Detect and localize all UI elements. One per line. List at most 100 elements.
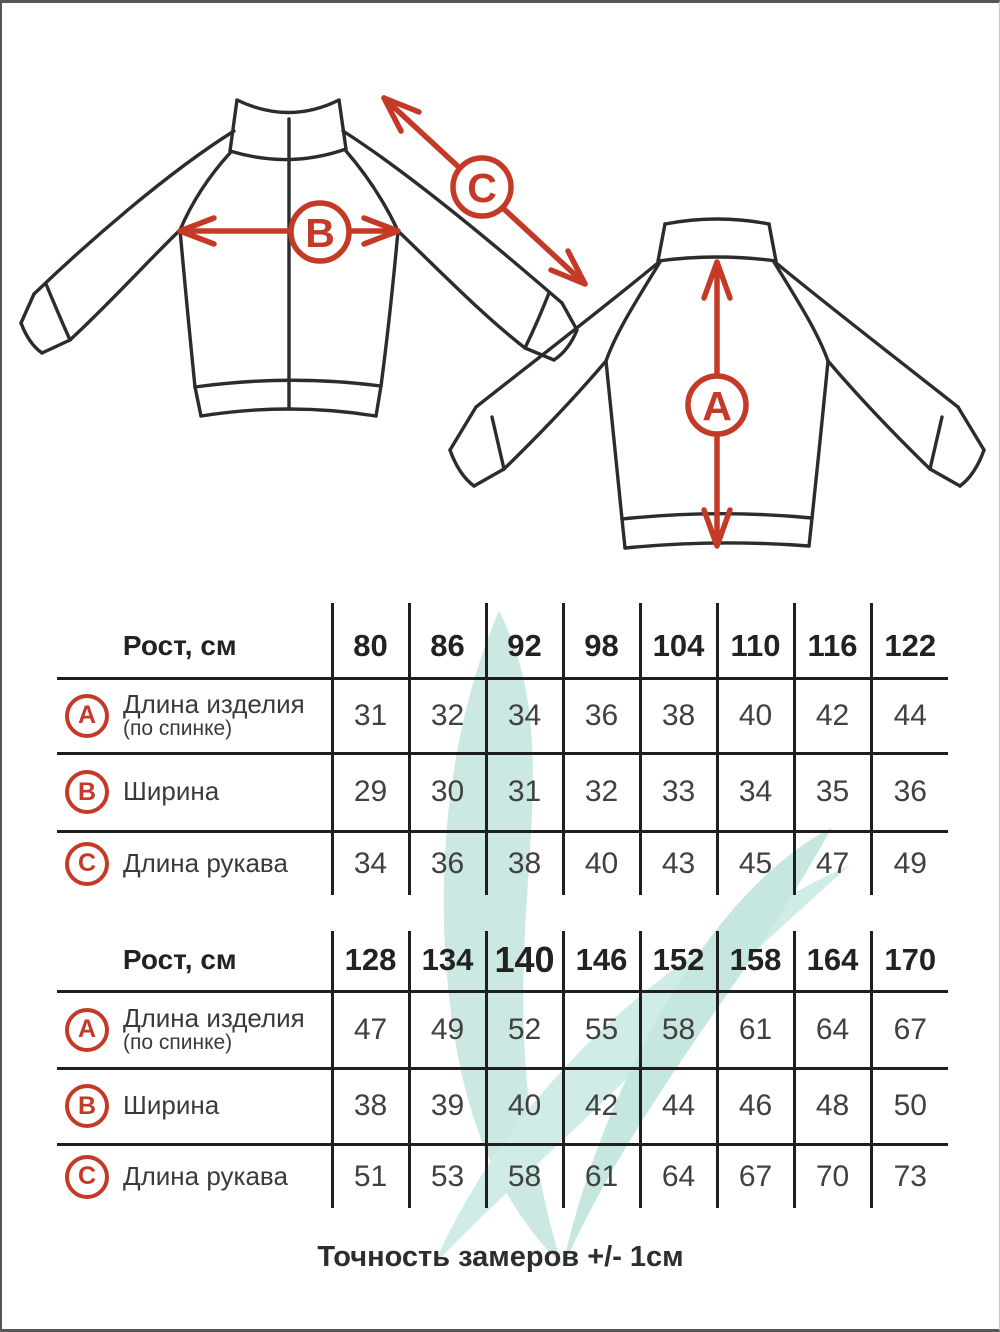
- front-cuff-left-bottom: [19, 321, 44, 355]
- back-cuff-right-bottom: [958, 448, 986, 488]
- front-raglan-left: [178, 151, 232, 232]
- size-value: 38: [330, 1066, 409, 1144]
- column-header: 122: [869, 603, 948, 678]
- column-header: 134: [407, 931, 486, 991]
- back-sleeve-left-under: [502, 359, 608, 471]
- size-value: 51: [330, 1142, 409, 1208]
- arrow-b-head-left: [177, 215, 217, 247]
- row-label-text: Длина рукава: [123, 1160, 288, 1191]
- size-table-second: Рост, см 128 134 140 146 152 158 164 170 A Длина и…: [57, 931, 948, 1208]
- front-cuff-right-end: [560, 301, 579, 332]
- row-label-text: Длина изделия: [123, 688, 305, 719]
- size-value: 70: [792, 1142, 871, 1208]
- row-label-text: Длина рукава: [123, 847, 288, 878]
- back-hem-left: [620, 517, 627, 550]
- size-value: 53: [407, 1142, 486, 1208]
- column-header: 158: [715, 931, 794, 991]
- size-value: 64: [638, 1142, 717, 1208]
- size-value: 46: [715, 1066, 794, 1144]
- back-cuff-right-end: [956, 405, 986, 452]
- back-collar-left: [656, 222, 667, 263]
- front-cuff-right-inner: [523, 346, 556, 362]
- back-cuff-left-end: [448, 405, 478, 452]
- size-value: 36: [561, 676, 640, 753]
- row-label-cell: B Ширина: [57, 751, 332, 831]
- front-cuff-left-end: [19, 292, 36, 325]
- jacket-diagram: B C A: [19, 95, 986, 550]
- size-value: 43: [638, 829, 717, 895]
- back-collar-bottom: [656, 255, 778, 263]
- size-value: 64: [792, 989, 871, 1068]
- front-body-left: [178, 228, 197, 389]
- size-value: 33: [638, 751, 717, 831]
- size-value: 35: [792, 751, 871, 831]
- measurement-note: Точность замеров +/- 1см: [317, 1241, 684, 1273]
- front-hem-left: [193, 385, 203, 418]
- front-hem-bottom: [199, 407, 378, 418]
- front-sleeve-left-under: [68, 228, 182, 342]
- column-header: 170: [869, 931, 948, 991]
- size-value: 40: [561, 829, 640, 895]
- size-value: 61: [715, 989, 794, 1068]
- front-hem-right: [374, 384, 383, 418]
- size-value: 58: [484, 1142, 563, 1208]
- size-value: 44: [869, 676, 948, 753]
- back-cuff-right-inner: [928, 467, 962, 488]
- size-value: 67: [869, 989, 948, 1068]
- column-header: 80: [330, 603, 409, 678]
- size-value: 40: [484, 1066, 563, 1144]
- size-value: 42: [792, 676, 871, 753]
- row-label: Длина изделия (по спинке): [123, 1004, 305, 1055]
- back-body-left: [604, 359, 624, 521]
- row-label-subtext: (по спинке): [123, 717, 233, 741]
- back-sleeve-right-under: [826, 359, 932, 471]
- column-header: 92: [484, 603, 563, 678]
- size-value: 49: [869, 829, 948, 895]
- back-cuff-left-inner: [472, 467, 506, 488]
- front-cuff-right-seam: [523, 291, 551, 350]
- column-header: 116: [792, 603, 871, 678]
- measure-label-b: B: [305, 210, 335, 256]
- row-label: Ширина: [123, 778, 219, 806]
- back-cuff-right-seam: [928, 415, 944, 471]
- table-row: B Ширина 38 39 40 42 44 46 48 50: [57, 1066, 948, 1144]
- size-value: 67: [715, 1142, 794, 1208]
- letter-badge: B: [65, 1084, 109, 1128]
- column-header: 104: [638, 603, 717, 678]
- size-value: 31: [330, 676, 409, 753]
- column-header: 98: [561, 603, 640, 678]
- arrow-c-head-bottom: [548, 248, 588, 287]
- front-sleeve-left-top: [32, 129, 236, 296]
- row-label-cell: C Длина рукава: [57, 1142, 332, 1208]
- front-body-right: [379, 229, 400, 388]
- height-header-label: Рост, см: [122, 944, 237, 976]
- letter-badge: C: [65, 1154, 109, 1199]
- size-value: 36: [869, 751, 948, 831]
- table-row: C Длина рукава 34 36 38 40 43 45 47 49: [57, 829, 948, 895]
- arrow-b-head-right: [361, 215, 401, 247]
- back-raglan-right: [772, 260, 830, 363]
- front-cuff-left-seam: [44, 282, 72, 342]
- size-value: 29: [330, 751, 409, 831]
- measure-arrow-b: B: [177, 200, 401, 264]
- size-value: 73: [869, 1142, 948, 1208]
- arrow-a-head-bottom: [701, 507, 733, 549]
- table-row: A Длина изделия (по спинке) 31 32 34 36 38 40 42 4…: [57, 676, 948, 753]
- front-collar-left: [228, 98, 239, 153]
- size-value: 58: [638, 989, 717, 1068]
- back-cuff-left-bottom: [448, 448, 476, 488]
- size-table: Рост, см 80 86 92 98 104 110 116 122 A Длина издел…: [57, 603, 948, 895]
- size-value: 39: [407, 1066, 486, 1144]
- size-value: 45: [715, 829, 794, 895]
- measure-arrow-a: A: [685, 259, 749, 549]
- back-body-right: [810, 359, 830, 520]
- measure-label-c: C: [467, 165, 497, 211]
- size-value: 34: [330, 829, 409, 895]
- back-collar-top: [663, 217, 771, 226]
- jacket-front-view: [19, 98, 579, 418]
- size-value: 38: [638, 676, 717, 753]
- row-label-cell: A Длина изделия (по спинке): [57, 676, 332, 753]
- measure-label-a: A: [702, 383, 732, 429]
- size-value: 44: [638, 1066, 717, 1144]
